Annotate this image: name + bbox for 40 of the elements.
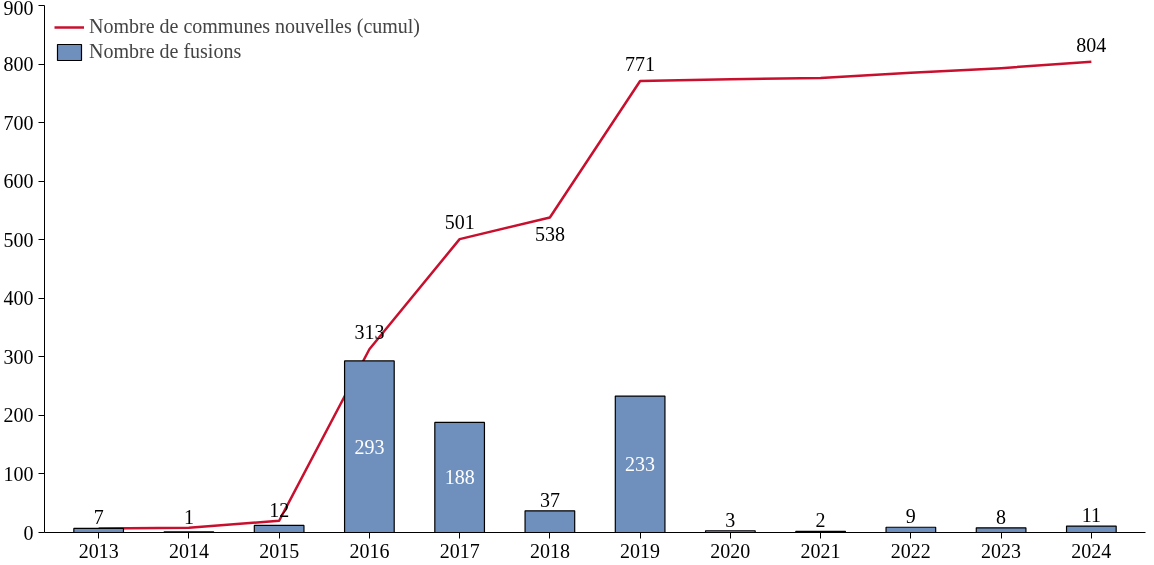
data-label: 9 [905, 505, 916, 528]
data-label: 11 [1081, 504, 1101, 527]
data-label: 188 [444, 466, 475, 489]
x-tick-label: 2017 [439, 539, 480, 562]
data-label: 233 [625, 453, 656, 476]
y-tick-label: 300 [3, 345, 34, 368]
x-tick-label: 2022 [890, 539, 931, 562]
x-tick-label: 2018 [529, 539, 570, 562]
x-tick-label: 2014 [168, 539, 209, 562]
data-label: 771 [625, 53, 656, 76]
y-tick-label: 500 [3, 228, 34, 251]
data-label: 3 [725, 508, 736, 531]
x-tick-label: 2020 [710, 539, 751, 562]
data-label: 1 [183, 505, 194, 528]
y-tick-label: 800 [3, 53, 34, 76]
data-label: 538 [534, 223, 565, 246]
x-tick-label: 2016 [349, 539, 390, 562]
x-tick-label: 2013 [78, 539, 119, 562]
x-tick-label: 2019 [620, 539, 661, 562]
y-tick-label: 600 [3, 170, 34, 193]
data-label: 804 [1076, 33, 1107, 56]
y-tick-label: 700 [3, 111, 34, 134]
data-label: 37 [539, 488, 560, 511]
data-label: 2 [815, 509, 826, 532]
x-tick-label: 2024 [1071, 539, 1112, 562]
legend-label: Nombre de fusions [89, 40, 242, 63]
data-label: 313 [354, 321, 385, 344]
x-tick-label: 2023 [981, 539, 1022, 562]
y-tick-label: 0 [23, 521, 34, 544]
data-label: 501 [444, 211, 475, 234]
data-label: 7 [93, 506, 104, 529]
legend-label: Nombre de communes nouvelles (cumul) [89, 15, 421, 38]
data-label: 8 [996, 505, 1007, 528]
y-tick-label: 100 [3, 462, 34, 485]
y-tick-label: 400 [3, 287, 34, 310]
x-tick-label: 2015 [259, 539, 300, 562]
data-label: 293 [354, 435, 385, 458]
y-tick-label: 900 [3, 0, 34, 19]
y-tick-label: 200 [3, 404, 34, 427]
x-tick-label: 2021 [800, 539, 841, 562]
